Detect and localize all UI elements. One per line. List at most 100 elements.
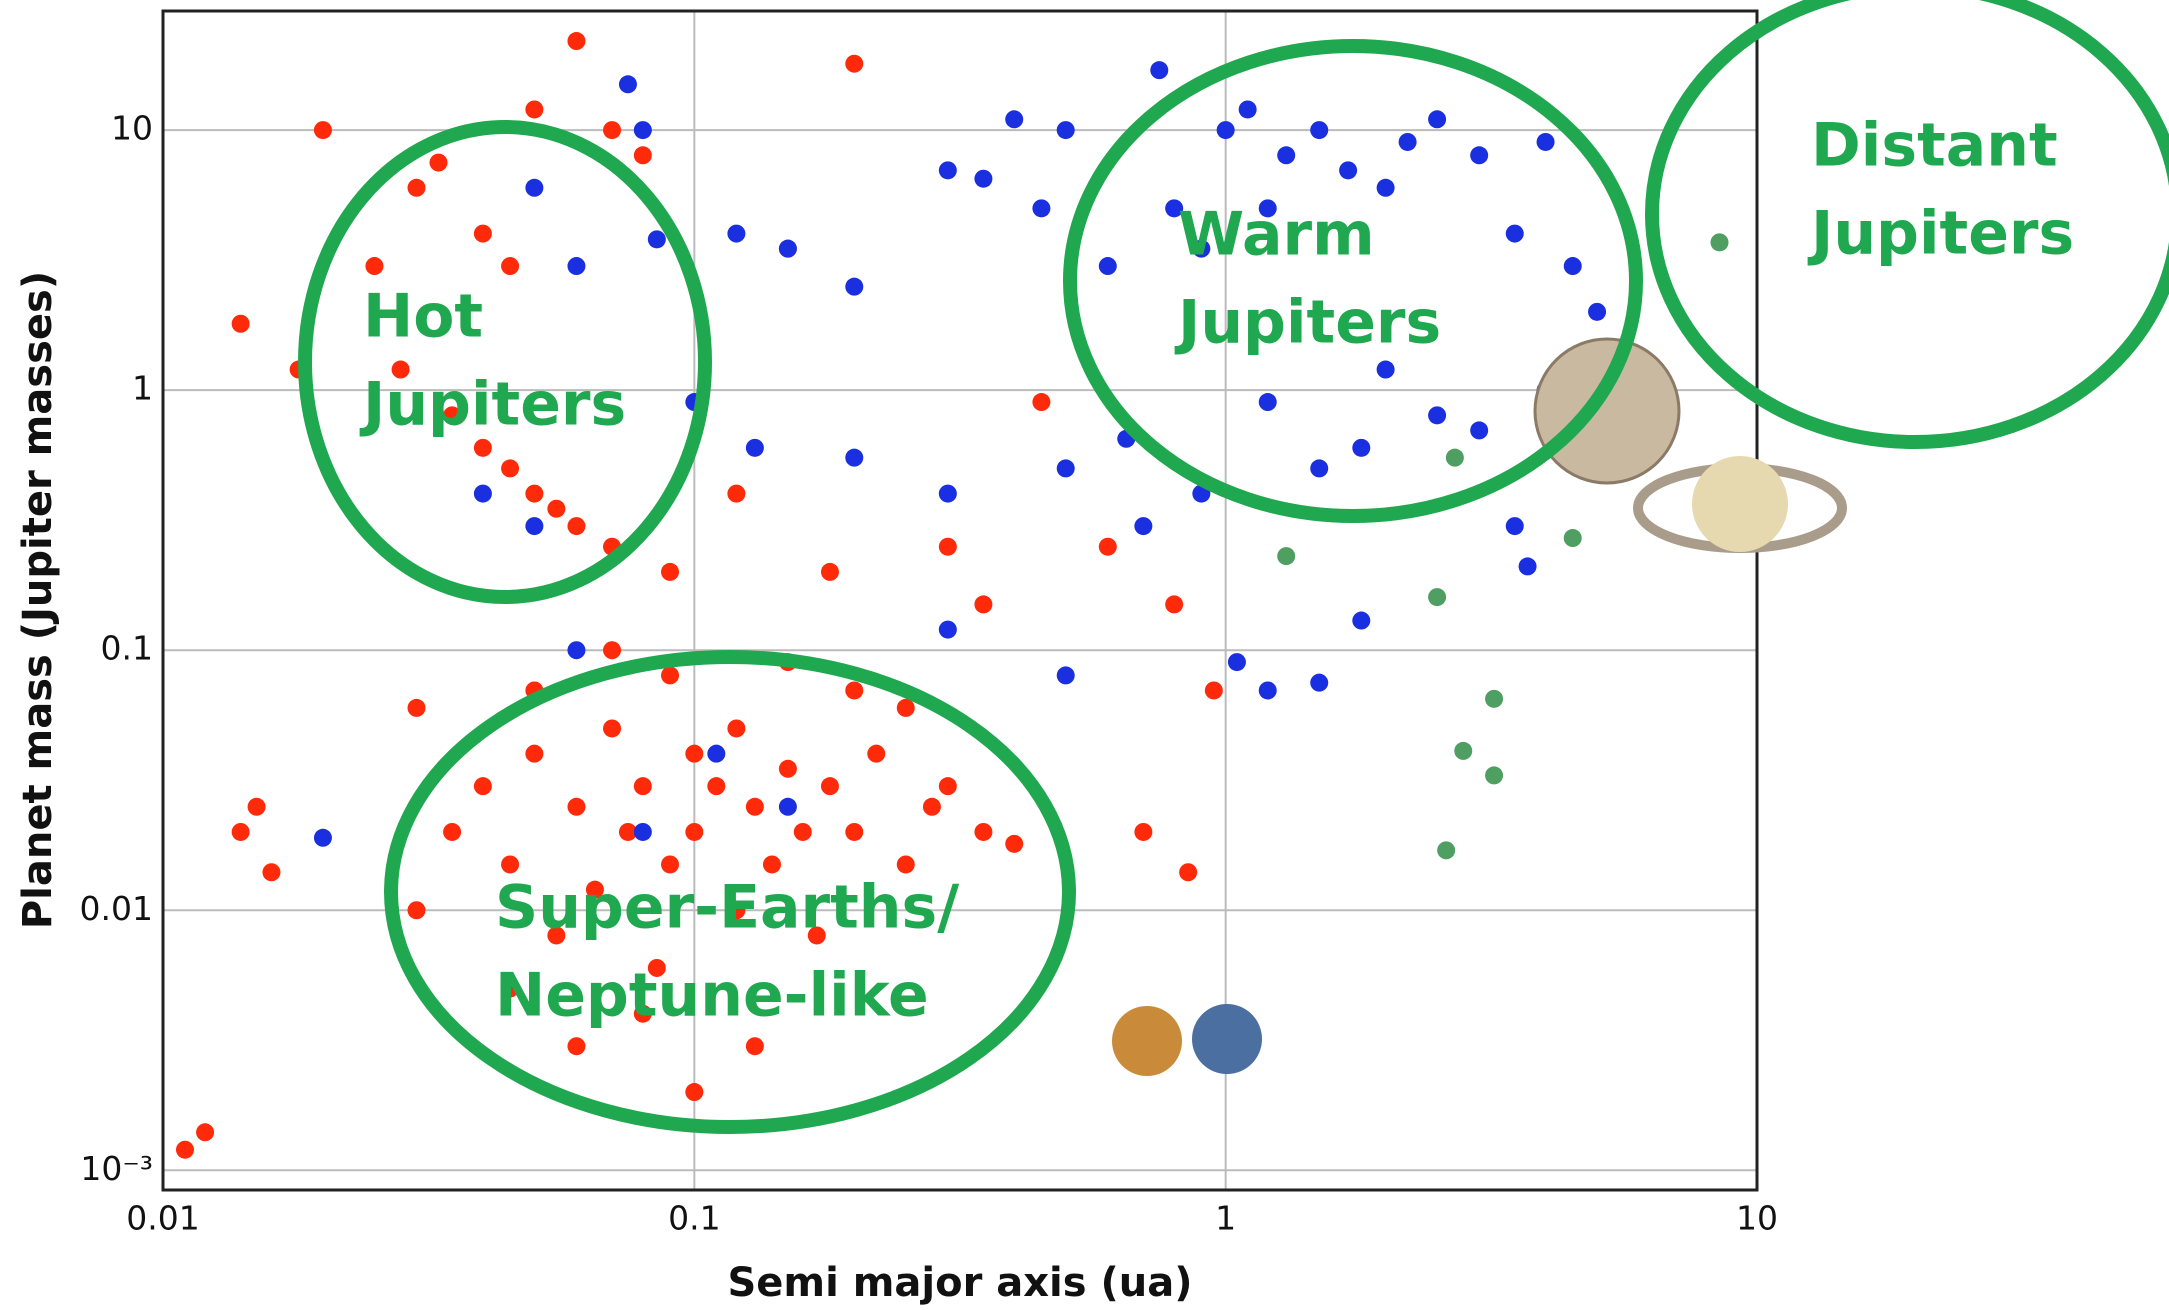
y-tick-label: 0.01: [80, 889, 153, 928]
point: [473, 777, 492, 796]
point: [727, 901, 746, 920]
point: [473, 484, 492, 503]
annotation-text: Jupiters: [1174, 288, 1441, 358]
point: [525, 178, 544, 197]
point: [1428, 110, 1447, 129]
x-tick-label: 10: [1736, 1199, 1778, 1238]
point: [922, 797, 941, 816]
point: [778, 797, 797, 816]
x-tick-label: 0.01: [126, 1199, 199, 1238]
point: [633, 121, 652, 140]
point: [1470, 146, 1489, 165]
point: [633, 822, 652, 841]
point: [633, 146, 652, 165]
point: [1056, 666, 1075, 685]
point: [1098, 537, 1117, 556]
venus-icon: [1112, 1006, 1182, 1076]
annotation-ellipse: [1645, 0, 2169, 449]
point: [443, 822, 462, 841]
point: [1310, 673, 1329, 692]
planet-icons: [1112, 337, 1847, 1076]
point: [707, 777, 726, 796]
annotation-text: Jupiters: [359, 370, 626, 440]
point: [1376, 178, 1395, 197]
point: [407, 178, 426, 197]
point: [845, 448, 864, 467]
point: [1376, 360, 1395, 379]
point: [473, 438, 492, 457]
point: [1563, 529, 1582, 548]
point: [1098, 257, 1117, 276]
point: [647, 958, 666, 977]
point: [1134, 517, 1153, 536]
point: [1192, 239, 1211, 258]
point: [567, 517, 586, 536]
point: [1204, 681, 1223, 700]
point: [525, 484, 544, 503]
point: [247, 797, 266, 816]
point: [661, 562, 680, 581]
point: [567, 32, 586, 51]
point: [1258, 681, 1277, 700]
point: [685, 1083, 704, 1102]
point: [1485, 766, 1504, 785]
point: [778, 759, 797, 778]
point: [1238, 100, 1257, 119]
point: [1588, 302, 1607, 321]
point: [429, 153, 448, 172]
point: [1437, 841, 1456, 860]
point: [585, 880, 604, 899]
point: [1165, 595, 1184, 614]
point: [1710, 233, 1729, 252]
point: [1179, 863, 1198, 882]
saturn-icon: [1692, 456, 1788, 552]
annotation-text: Jupiters: [1807, 199, 2074, 269]
point: [1032, 393, 1051, 412]
point: [525, 517, 544, 536]
point: [407, 698, 426, 717]
point: [365, 257, 384, 276]
point: [501, 459, 520, 478]
point: [845, 277, 864, 296]
point: [231, 822, 250, 841]
y-axis-label: Planet mass (Jupiter masses): [15, 271, 61, 929]
point: [231, 314, 250, 333]
point: [896, 855, 915, 874]
point: [633, 777, 652, 796]
point: [567, 1037, 586, 1056]
point: [1258, 393, 1277, 412]
point: [896, 698, 915, 717]
point: [1428, 406, 1447, 425]
point: [1277, 547, 1296, 566]
point: [938, 484, 957, 503]
point: [1277, 146, 1296, 165]
point: [1428, 588, 1447, 607]
point: [313, 828, 332, 847]
point: [820, 562, 839, 581]
annotation-text: Hot: [363, 282, 483, 352]
point: [727, 719, 746, 738]
point: [1536, 132, 1555, 151]
point: [1563, 257, 1582, 276]
point: [974, 822, 993, 841]
point: [974, 169, 993, 188]
point: [1056, 121, 1075, 140]
point: [745, 438, 764, 457]
point: [547, 499, 566, 518]
point: [391, 360, 410, 379]
point: [603, 121, 622, 140]
point: [618, 822, 637, 841]
point: [603, 641, 622, 660]
point: [793, 822, 812, 841]
point: [867, 744, 886, 763]
point: [1352, 611, 1371, 630]
point: [1339, 161, 1358, 180]
point: [938, 161, 957, 180]
point: [807, 926, 826, 945]
point: [1134, 822, 1153, 841]
point: [938, 620, 957, 639]
earth-icon: [1192, 1004, 1262, 1074]
annotations: Hot Jupiters Warm Jupiters Distant Jupiters Su…: [298, 0, 2169, 1134]
point: [1518, 557, 1537, 576]
annotation-ellipse: [1063, 39, 1643, 523]
